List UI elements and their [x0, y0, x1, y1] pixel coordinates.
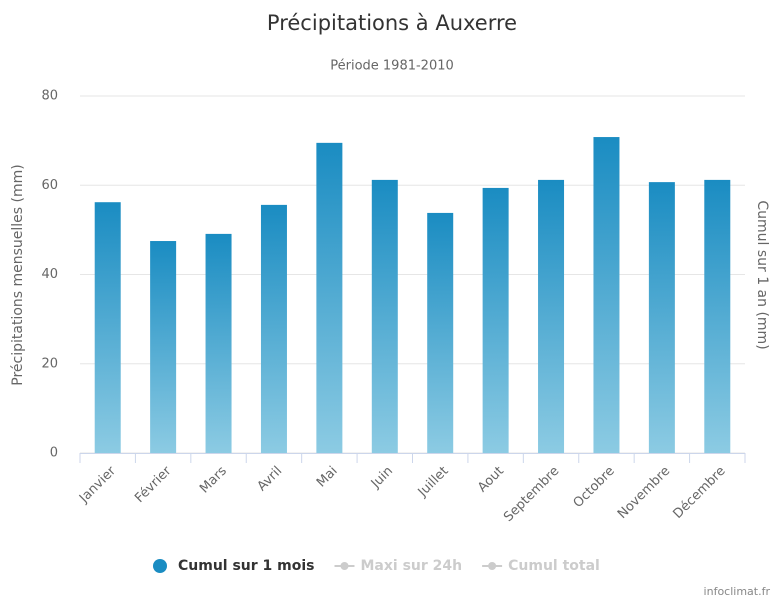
y-tick-label: 20 [41, 356, 58, 371]
credit: infoclimat.fr [704, 585, 771, 598]
x-tick-label: Juin [368, 464, 396, 492]
bar [482, 187, 509, 454]
y-axis-title: Précipitations mensuelles (mm) [10, 164, 26, 386]
x-tick-label: Février [132, 463, 175, 506]
x-tick-label: Décembre [671, 464, 729, 522]
legend-label: Cumul total [508, 558, 600, 574]
bar [648, 182, 675, 453]
x-tick-label: Mars [197, 464, 230, 497]
x-tick-label: Septembre [501, 464, 562, 525]
y-tick-label: 0 [50, 446, 58, 461]
legend-marker [153, 559, 167, 573]
x-tick-label: Janvier [76, 463, 119, 506]
y-tick-label: 60 [41, 178, 58, 193]
y-tick-label: 80 [41, 89, 58, 104]
legend-marker [488, 562, 497, 570]
x-tick-label: Novembre [615, 464, 673, 522]
x-tick-label: Avril [255, 464, 286, 495]
bar [371, 179, 398, 453]
x-tick-label: Aout [475, 464, 507, 496]
chart-subtitle: Période 1981-2010 [330, 59, 454, 74]
bar [316, 142, 343, 453]
legend-label: Maxi sur 24h [361, 558, 463, 574]
bar [94, 202, 121, 453]
bar [427, 212, 454, 453]
y2-axis-title: Cumul sur 1 an (mm) [754, 200, 770, 349]
bar [260, 204, 287, 453]
x-tick-label: Mai [314, 464, 341, 491]
bar [205, 233, 232, 453]
chart-title: Précipitations à Auxerre [267, 11, 517, 35]
bar [704, 179, 731, 453]
bar [593, 137, 620, 453]
y-tick-label: 40 [41, 267, 58, 282]
bar [150, 241, 177, 453]
legend-marker [340, 562, 349, 570]
x-tick-label: Juillet [415, 464, 452, 501]
bar [538, 179, 565, 453]
x-tick-label: Octobre [571, 464, 618, 511]
legend-label: Cumul sur 1 mois [178, 558, 315, 574]
